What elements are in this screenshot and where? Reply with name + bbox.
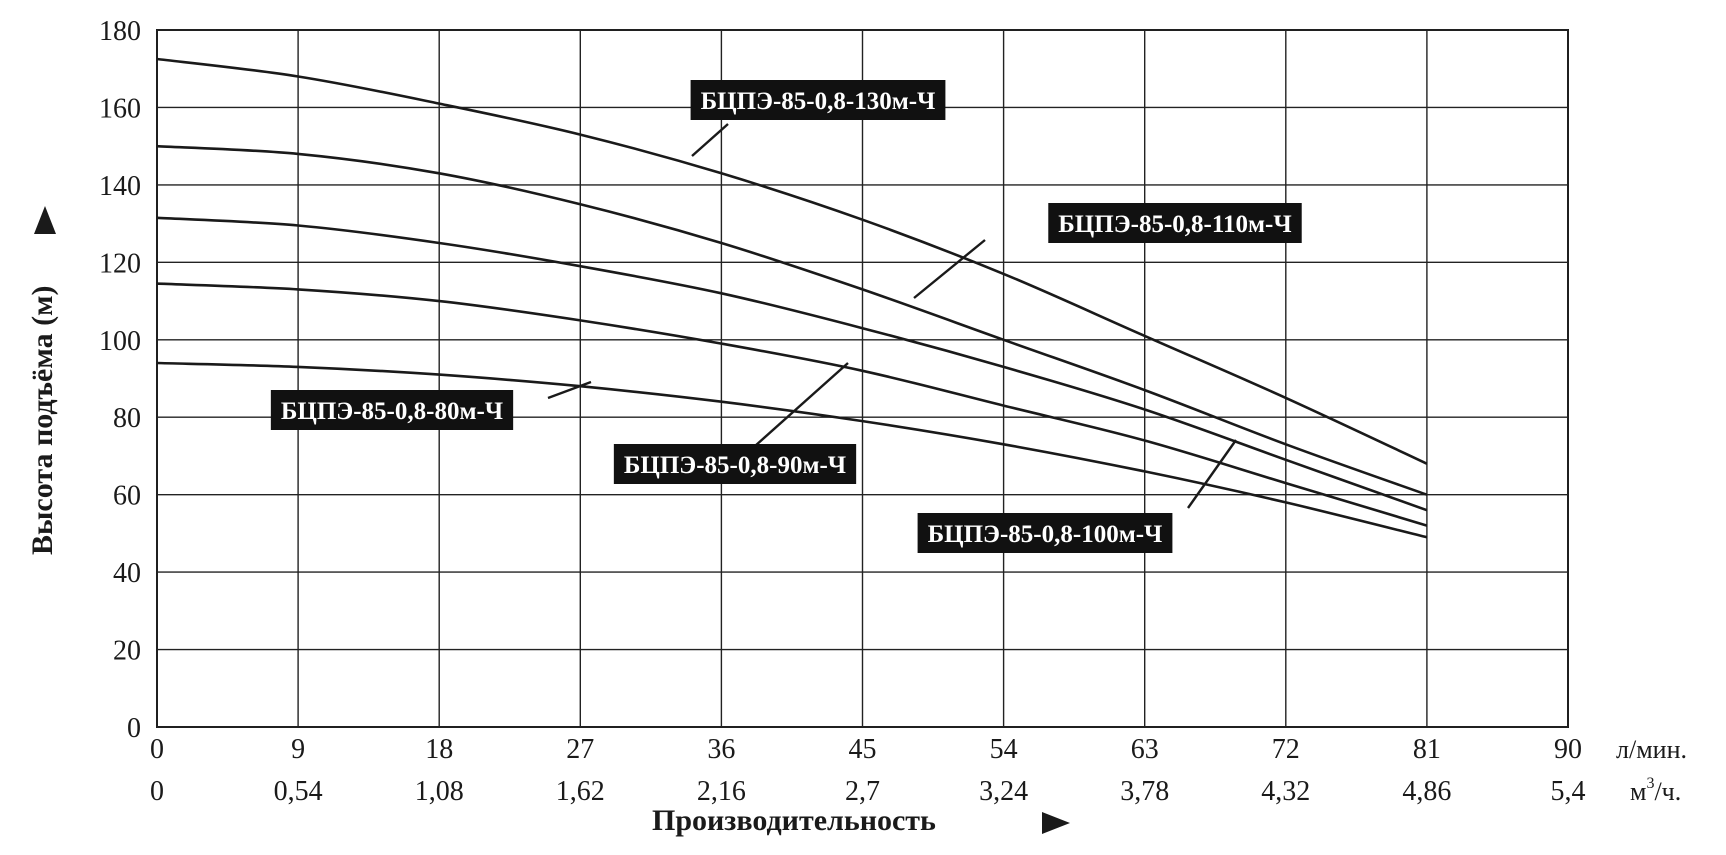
x-tick-label-secondary: 1,08 <box>415 776 464 807</box>
y-tick-label: 40 <box>113 558 141 589</box>
x-tick-label-secondary: 2,7 <box>845 776 880 807</box>
x-tick-label: 18 <box>425 734 453 765</box>
y-tick-label: 160 <box>99 93 141 124</box>
x-unit-secondary: м3/ч. <box>1630 775 1681 806</box>
x-tick-label-secondary: 1,62 <box>556 776 605 807</box>
y-tick-label: 0 <box>127 713 141 744</box>
x-tick-label: 90 <box>1554 734 1582 765</box>
x-tick-label: 72 <box>1272 734 1300 765</box>
x-tick-label-secondary: 5,4 <box>1551 776 1586 807</box>
y-tick-label: 140 <box>99 171 141 202</box>
x-tick-label: 9 <box>291 734 305 765</box>
y-tick-label: 60 <box>113 481 141 512</box>
x-tick-label-secondary: 0 <box>150 776 164 807</box>
series-label-box <box>270 390 514 430</box>
tick-labels: 0204060801001201401601800090,54181,08271… <box>99 16 1586 807</box>
x-axis-title: Производительность <box>652 804 936 837</box>
x-tick-label-secondary: 2,16 <box>697 776 746 807</box>
y-axis-arrow-icon <box>34 206 56 234</box>
x-tick-label-secondary: 3,24 <box>979 776 1028 807</box>
series-labels: БЦПЭ-85-0,8-130м-Ч БЦПЭ-85-0,8-110м-Ч БЦПЭ… <box>270 80 1302 553</box>
series-label-box <box>1048 203 1302 243</box>
leader-line <box>691 123 729 157</box>
series-label: БЦПЭ-85-0,8-90м-Ч <box>624 452 846 479</box>
x-tick-label: 54 <box>990 734 1018 765</box>
x-tick-label: 81 <box>1413 734 1441 765</box>
leader-line <box>547 380 592 400</box>
grid <box>156 29 1569 728</box>
x-tick-label: 27 <box>566 734 594 765</box>
x-axis-arrow-icon <box>1042 812 1070 834</box>
y-tick-label: 20 <box>113 636 141 667</box>
leader-line <box>1187 439 1237 509</box>
x-unit-primary: л/мин. <box>1616 735 1687 764</box>
curves <box>156 57 1428 539</box>
series-label: БЦПЭ-85-0,8-110м-Ч <box>1058 211 1291 238</box>
x-tick-label: 45 <box>849 734 877 765</box>
x-tick-label-secondary: 0,54 <box>274 776 323 807</box>
series-label-box <box>690 80 946 120</box>
y-tick-label: 100 <box>99 326 141 357</box>
series-line <box>156 361 1428 539</box>
x-tick-label: 0 <box>150 734 164 765</box>
x-tick-label-secondary: 4,32 <box>1261 776 1310 807</box>
series-line <box>156 282 1428 527</box>
leader-line <box>754 362 849 447</box>
y-axis-title: Высота подъёма (м) <box>26 285 59 555</box>
x-tick-label: 63 <box>1131 734 1159 765</box>
y-tick-label: 120 <box>99 248 141 279</box>
leader-lines <box>547 123 1237 509</box>
leader-line <box>913 239 986 299</box>
y-tick-label: 180 <box>99 16 141 47</box>
series-line <box>156 57 1428 465</box>
x-tick-label: 36 <box>707 734 735 765</box>
series-label: БЦПЭ-85-0,8-80м-Ч <box>281 398 503 425</box>
series-label: БЦПЭ-85-0,8-100м-Ч <box>928 521 1163 548</box>
series-line <box>156 216 1428 512</box>
series-line <box>156 144 1428 496</box>
series-label-box <box>613 444 857 484</box>
x-tick-label-secondary: 3,78 <box>1120 776 1169 807</box>
x-tick-label-secondary: 4,86 <box>1402 776 1451 807</box>
series-label: БЦПЭ-85-0,8-130м-Ч <box>701 88 936 115</box>
y-tick-label: 80 <box>113 403 141 434</box>
series-label-box <box>917 513 1173 553</box>
